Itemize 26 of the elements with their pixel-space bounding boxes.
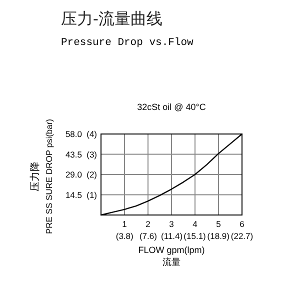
y2-tick-label: (1) — [86, 190, 98, 200]
y-tick-label: 58.0 — [65, 129, 82, 139]
x2-tick-label: (18.9) — [207, 231, 230, 241]
y-tick-label: 14.5 — [65, 190, 82, 200]
x2-tick-label: (22.7) — [230, 231, 254, 241]
x2-tick-label: (3.8) — [116, 231, 134, 241]
x2-tick-label: (15.1) — [184, 231, 206, 241]
x2-tick-label: (7.6) — [139, 231, 158, 241]
y2-tick-label: (2) — [86, 170, 98, 180]
x-tick-label: 1 — [122, 219, 128, 229]
text: 32cSt oil @ 40°C — [137, 102, 206, 112]
y2-tick-label: (4) — [86, 129, 98, 139]
y-axis-title: 压力降 PRE SS SURE DROP psi(bar) — [29, 118, 54, 234]
x-tick-label: 3 — [169, 219, 174, 229]
x-tick-label: 6 — [240, 219, 245, 229]
x-tick-label: 5 — [216, 219, 222, 229]
y-tick-label: 43.5 — [65, 149, 82, 160]
line-series — [100, 133, 243, 216]
y-tick-label: 29.0 — [65, 170, 82, 180]
x2-tick-label: (11.4) — [161, 231, 183, 241]
chart-subtitle: Pressure Drop vs.Flow — [61, 37, 194, 49]
x-axis-title: FLOW gpm(lpm) 流量 — [138, 245, 205, 267]
y2-tick-label: (3) — [86, 149, 98, 160]
x-tick-label: 4 — [192, 219, 198, 229]
chart-title: 压力-流量曲线 — [61, 9, 162, 28]
x-tick-label: 2 — [146, 219, 151, 229]
